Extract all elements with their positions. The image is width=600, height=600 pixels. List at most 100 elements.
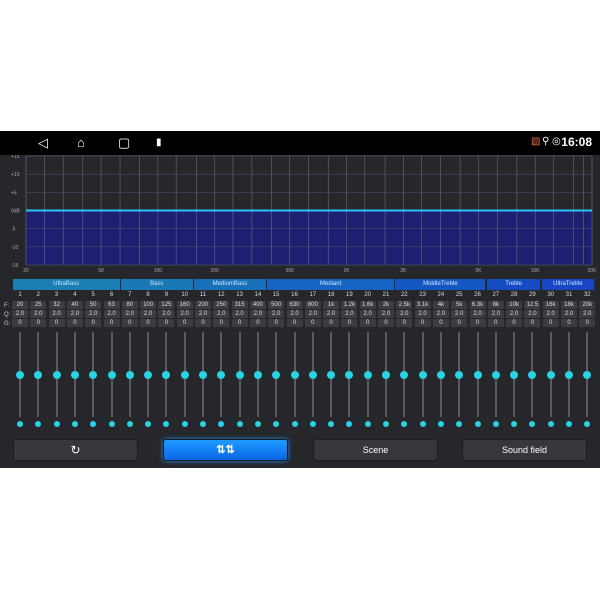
- gain-slider-knob[interactable]: [436, 370, 445, 379]
- gain-slider-knob[interactable]: [290, 370, 299, 379]
- band-select-dot[interactable]: [145, 421, 152, 427]
- band-select-dot[interactable]: [529, 421, 536, 427]
- frequency-field[interactable]: 50: [85, 301, 102, 309]
- scene-button[interactable]: Scene: [313, 439, 438, 461]
- gain-slider-knob[interactable]: [491, 370, 500, 379]
- q-field[interactable]: 2.0: [286, 310, 303, 318]
- band-select-dot[interactable]: [547, 421, 554, 427]
- gain-slider-knob[interactable]: [583, 370, 592, 379]
- gain-slider-knob[interactable]: [382, 370, 390, 379]
- frequency-field[interactable]: 63: [103, 301, 120, 309]
- band-select-dot[interactable]: [328, 421, 335, 427]
- frequency-field[interactable]: 200: [195, 301, 211, 309]
- frequency-field[interactable]: 125: [158, 301, 175, 309]
- gain-slider-knob[interactable]: [546, 370, 555, 379]
- gain-field[interactable]: 0: [524, 319, 541, 327]
- gain-field[interactable]: 0: [378, 319, 394, 327]
- gain-slider-knob[interactable]: [308, 370, 317, 379]
- gain-field[interactable]: 0: [176, 319, 193, 327]
- frequency-field[interactable]: 10k: [506, 301, 523, 309]
- frequency-field[interactable]: 630: [286, 301, 303, 309]
- frequency-field[interactable]: 3.1k: [414, 301, 431, 309]
- gain-slider-knob[interactable]: [180, 370, 189, 379]
- frequency-field[interactable]: 1.6k: [359, 301, 376, 309]
- frequency-field[interactable]: 1.2k: [341, 301, 358, 309]
- band-select-dot[interactable]: [437, 421, 444, 427]
- gain-slider-knob[interactable]: [70, 370, 79, 379]
- gain-field[interactable]: 0: [158, 319, 175, 327]
- q-field[interactable]: 2.0: [195, 310, 211, 318]
- band-select-dot[interactable]: [474, 421, 481, 427]
- gain-field[interactable]: 0: [579, 319, 596, 327]
- gain-slider-knob[interactable]: [16, 370, 24, 379]
- gain-field[interactable]: 0: [121, 319, 138, 327]
- frequency-field[interactable]: 2.5k: [396, 301, 413, 309]
- band-select-dot[interactable]: [309, 421, 316, 427]
- frequency-field[interactable]: 250: [213, 301, 230, 309]
- q-field[interactable]: 2.0: [414, 310, 431, 318]
- q-field[interactable]: 2.0: [487, 310, 504, 318]
- band-select-dot[interactable]: [364, 421, 371, 427]
- band-select-dot[interactable]: [17, 421, 23, 427]
- gain-field[interactable]: 0: [487, 319, 504, 327]
- gain-slider-knob[interactable]: [345, 370, 354, 379]
- frequency-field[interactable]: 500: [268, 301, 285, 309]
- frequency-field[interactable]: 2k: [378, 301, 394, 309]
- gain-slider-knob[interactable]: [473, 370, 482, 379]
- q-field[interactable]: 2.0: [213, 310, 230, 318]
- band-select-dot[interactable]: [492, 421, 499, 427]
- gain-slider-knob[interactable]: [510, 370, 519, 379]
- recents-icon[interactable]: ▢: [118, 135, 131, 150]
- q-field[interactable]: 2.0: [158, 310, 175, 318]
- q-field[interactable]: 2.0: [268, 310, 285, 318]
- gain-slider-knob[interactable]: [34, 370, 43, 379]
- gain-slider-knob[interactable]: [327, 370, 336, 379]
- gain-field[interactable]: 0: [103, 319, 120, 327]
- gain-slider-knob[interactable]: [418, 370, 427, 379]
- band-select-dot[interactable]: [566, 421, 572, 427]
- frequency-field[interactable]: 12.5: [524, 301, 541, 309]
- band-select-dot[interactable]: [584, 421, 591, 427]
- band-select-dot[interactable]: [200, 421, 206, 427]
- frequency-field[interactable]: 400: [249, 301, 266, 309]
- band-select-dot[interactable]: [163, 421, 170, 427]
- band-select-dot[interactable]: [511, 421, 518, 427]
- q-field[interactable]: 2.0: [30, 310, 47, 318]
- frequency-field[interactable]: 6.3k: [469, 301, 486, 309]
- frequency-field[interactable]: 20k: [579, 301, 596, 309]
- frequency-field[interactable]: 160: [176, 301, 193, 309]
- frequency-field[interactable]: 20: [12, 301, 28, 309]
- gain-slider-knob[interactable]: [565, 370, 573, 379]
- home-icon[interactable]: ⌂: [77, 135, 85, 150]
- gain-field[interactable]: 0: [432, 319, 449, 327]
- gain-slider-knob[interactable]: [162, 370, 171, 379]
- gain-slider-knob[interactable]: [363, 370, 372, 379]
- gain-field[interactable]: 0: [396, 319, 413, 327]
- reset-button[interactable]: ↻: [13, 439, 138, 461]
- band-select-dot[interactable]: [383, 421, 389, 427]
- frequency-field[interactable]: 5k: [451, 301, 468, 309]
- gain-field[interactable]: 0: [323, 319, 340, 327]
- q-field[interactable]: 2.0: [396, 310, 413, 318]
- q-field[interactable]: 2.0: [469, 310, 486, 318]
- gain-field[interactable]: 0: [542, 319, 559, 327]
- gain-slider-knob[interactable]: [455, 370, 464, 379]
- gain-field[interactable]: 0: [304, 319, 321, 327]
- band-select-dot[interactable]: [419, 421, 426, 427]
- gain-field[interactable]: 0: [213, 319, 230, 327]
- q-field[interactable]: 2.0: [66, 310, 83, 318]
- frequency-field[interactable]: 800: [304, 301, 321, 309]
- gain-field[interactable]: 0: [85, 319, 102, 327]
- frequency-field[interactable]: 100: [140, 301, 157, 309]
- band-select-dot[interactable]: [273, 421, 280, 427]
- gain-slider-knob[interactable]: [217, 370, 226, 379]
- band-select-dot[interactable]: [35, 421, 42, 427]
- gain-field[interactable]: 0: [268, 319, 285, 327]
- gain-slider-knob[interactable]: [144, 370, 153, 379]
- gain-slider-knob[interactable]: [107, 370, 116, 379]
- frequency-field[interactable]: 80: [121, 301, 138, 309]
- q-field[interactable]: 2.0: [140, 310, 157, 318]
- q-field[interactable]: 2.0: [48, 310, 65, 318]
- frequency-field[interactable]: 18k: [561, 301, 577, 309]
- band-select-dot[interactable]: [90, 421, 97, 427]
